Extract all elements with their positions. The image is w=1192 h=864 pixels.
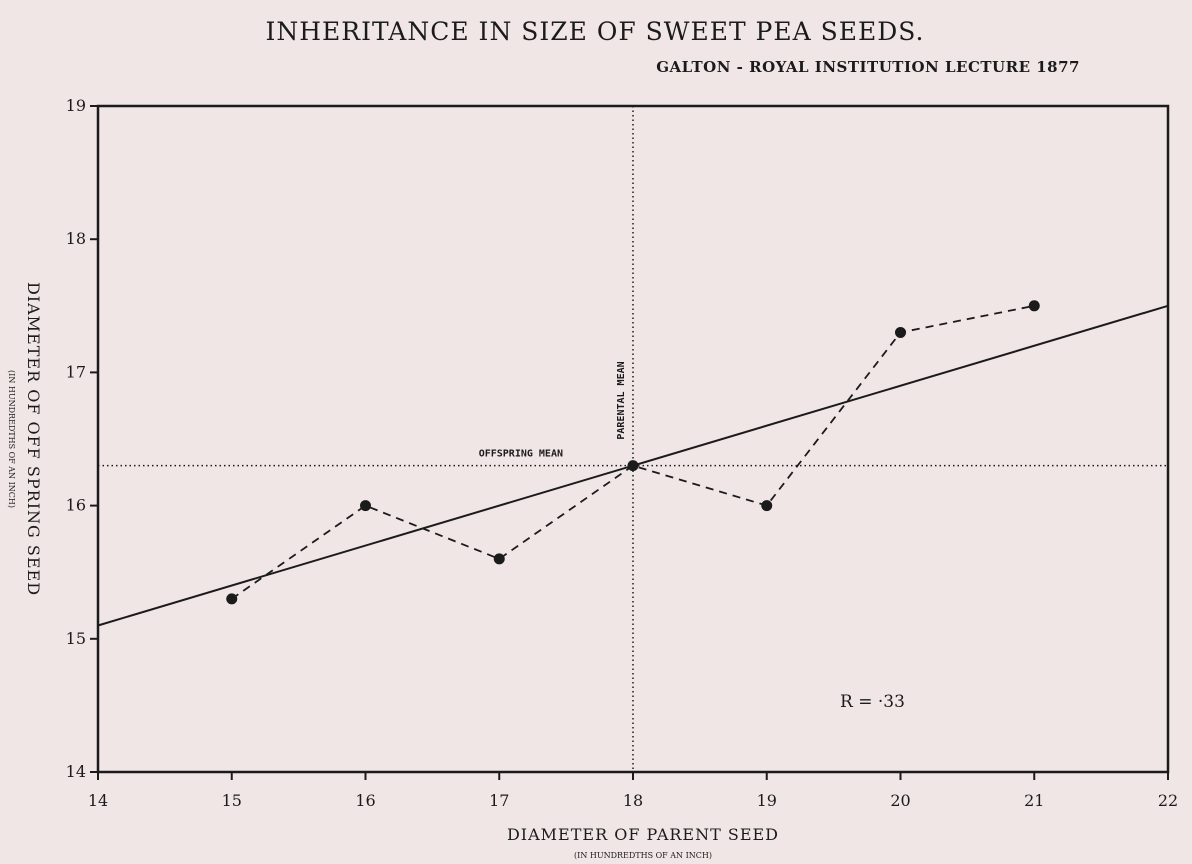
y-tick-label-4: 18 [66, 229, 86, 248]
offspring-mean-label: OFFSPRING MEAN [479, 449, 563, 460]
x-tick-label-0: 14 [88, 791, 108, 810]
x-tick-label-7: 21 [1024, 791, 1044, 810]
y-tick-label-0: 14 [66, 762, 86, 781]
y-tick-label-3: 17 [66, 362, 86, 381]
x-axis: 14 15 16 17 18 19 20 21 22 [88, 772, 1178, 810]
reference-lines [98, 106, 1168, 772]
y-tick-label-5: 19 [66, 96, 86, 115]
x-tick-label-4: 18 [623, 791, 643, 810]
data-point-0 [226, 593, 238, 605]
parental-mean-label: PARENTAL MEAN [616, 361, 627, 439]
x-axis-sublabel: (IN HUNDREDTHS OF AN INCH) [574, 851, 712, 860]
data-point-6 [1028, 300, 1040, 312]
data-point-4 [761, 500, 773, 512]
correlation-annotation: R = ·33 [840, 692, 905, 712]
x-tick-label-1: 15 [222, 791, 242, 810]
y-tick-label-1: 15 [66, 629, 86, 648]
data-series [226, 300, 1040, 605]
x-tick-label-6: 20 [890, 791, 910, 810]
x-tick-label-8: 22 [1158, 791, 1178, 810]
x-tick-label-2: 16 [355, 791, 375, 810]
y-axis-sublabel: (IN HUNDREDTHS OF AN INCH) [7, 370, 16, 508]
x-tick-label-5: 19 [757, 791, 777, 810]
chart-title: INHERITANCE IN SIZE OF SWEET PEA SEEDS. [266, 17, 925, 46]
y-tick-label-2: 16 [66, 496, 86, 515]
x-tick-label-3: 17 [489, 791, 509, 810]
data-point-2 [493, 553, 505, 565]
x-axis-label: DIAMETER OF PARENT SEED [507, 825, 779, 844]
data-point-1 [360, 500, 371, 512]
y-axis: 14 15 16 17 18 19 [66, 96, 98, 781]
chart-subtitle: GALTON - ROYAL INSTITUTION LECTURE 1877 [656, 58, 1080, 76]
data-point-3 [627, 460, 639, 472]
data-point-5 [895, 326, 906, 338]
y-axis-label: DIAMETER OF OFF SPRING SEED [24, 282, 43, 596]
